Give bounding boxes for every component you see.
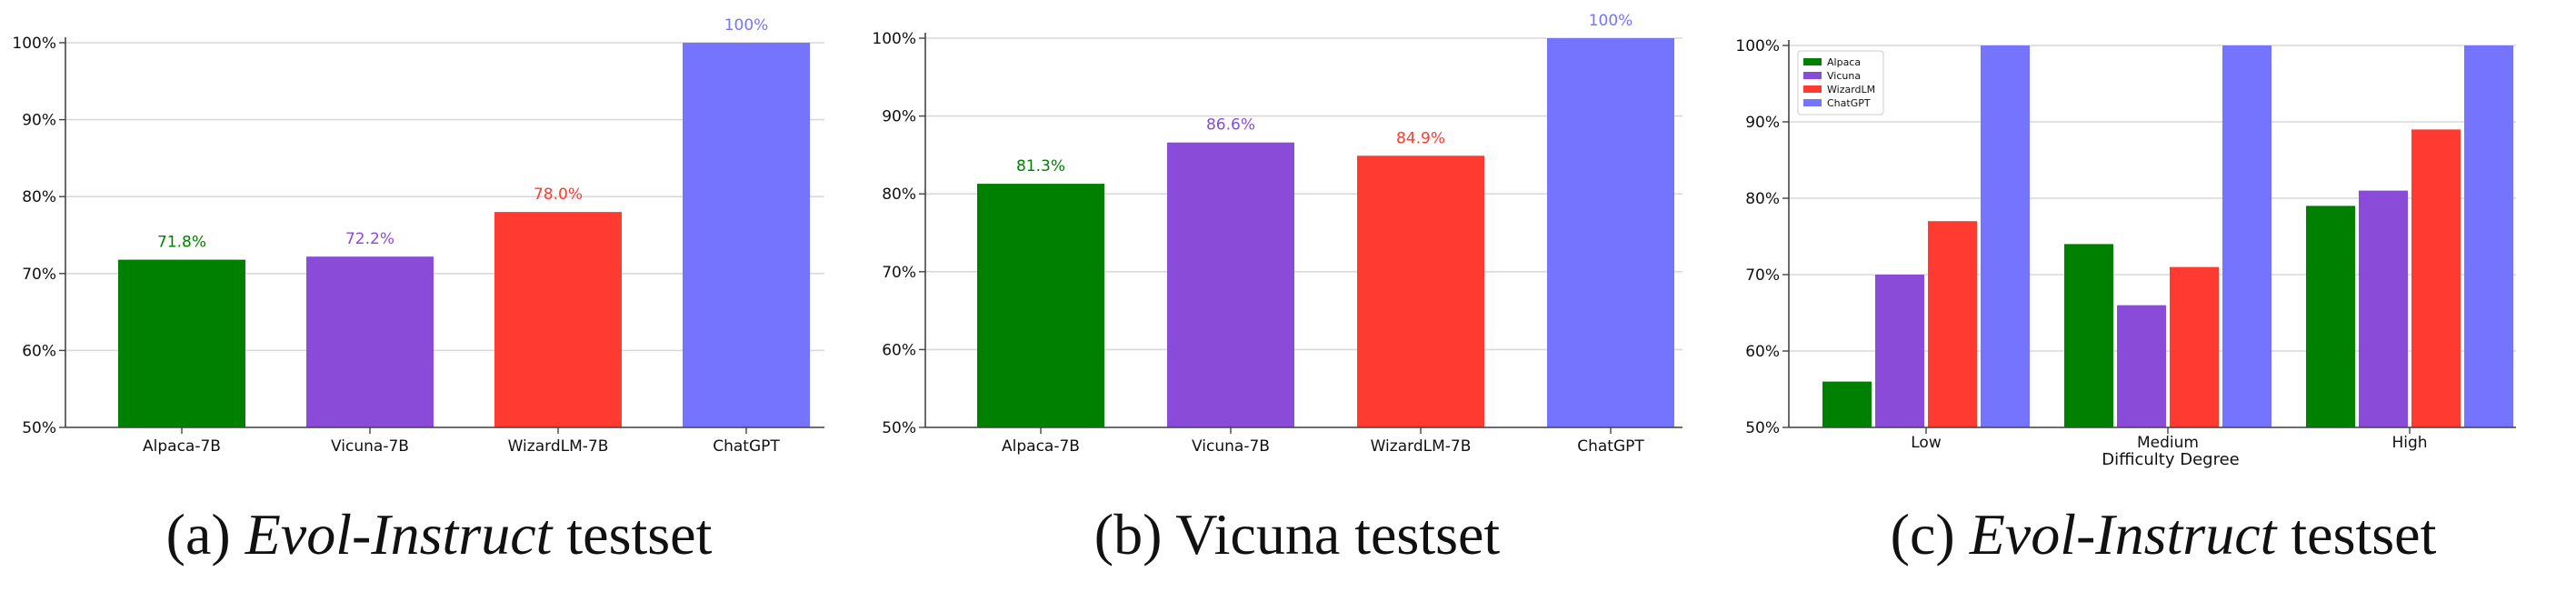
- y-tick-label: 60%: [1745, 343, 1780, 361]
- x-axis-label: Difficulty Degree: [2102, 450, 2240, 469]
- bar-wizardlm-7b: [494, 212, 622, 427]
- bar-value-label: 81.3%: [1016, 157, 1065, 176]
- bar-wizardlm-7b: [1357, 156, 1484, 428]
- chart-panel-2: 50% 60% 70% 80% 90% 100% Low Medium High Difficul…: [1735, 37, 2516, 469]
- bar-alpaca-7b: [118, 259, 245, 427]
- bar-vicuna-7b: [1167, 142, 1294, 428]
- x-tick-label: Low: [1911, 434, 1942, 452]
- y-tick-label: 50%: [1745, 419, 1780, 437]
- bar-value-label: 72.2%: [345, 230, 394, 248]
- x-tick-label: WizardLM-7B: [508, 437, 609, 456]
- legend-label: WizardLM: [1827, 84, 1875, 95]
- x-tick-label: High: [2391, 434, 2427, 452]
- y-tick-label: 90%: [882, 108, 916, 126]
- bar-wizardlm-medium: [2170, 266, 2219, 427]
- x-tick-label: Medium: [2137, 434, 2199, 452]
- y-tick-label: 70%: [1745, 266, 1780, 285]
- bar-value-label: 71.8%: [157, 234, 206, 252]
- bar-alpaca-7b: [977, 184, 1104, 427]
- legend-swatch-alpaca: [1803, 58, 1822, 65]
- y-tick-label: 80%: [882, 186, 916, 204]
- caption-a-suffix: testset: [552, 502, 713, 567]
- chart-panel-0: 50% 60% 70% 80% 90% 100% 71.8% Alpaca-7B 72.2% Vi…: [12, 16, 824, 456]
- x-tick-label: ChatGPT: [713, 437, 780, 456]
- chart-panel-1: 50% 60% 70% 80% 90% 100% 81.3% Alpaca-7B 86.6% Vi…: [872, 12, 1682, 456]
- y-tick-label: 100%: [12, 35, 56, 53]
- caption-c-prefix: (c): [1890, 502, 1970, 567]
- legend-swatch-wizardlm: [1803, 85, 1822, 93]
- legend-label: Vicuna: [1827, 70, 1861, 82]
- caption-c-suffix: testset: [2276, 502, 2437, 567]
- legend: Alpaca Vicuna WizardLM ChatGPT: [1797, 50, 1884, 115]
- bar-chatgpt-medium: [2222, 45, 2271, 427]
- caption-a: (a) Evol-Instruct testset: [166, 498, 713, 571]
- bar-alpaca-low: [1822, 381, 1872, 427]
- y-tick-label: 60%: [22, 342, 56, 360]
- caption-a-italic: Evol-Instruct: [245, 502, 553, 567]
- legend-swatch-chatgpt: [1803, 99, 1822, 106]
- caption-b: (b) Vicuna testset: [1094, 498, 1500, 571]
- x-tick-label: Alpaca-7B: [1002, 437, 1080, 456]
- legend-label: ChatGPT: [1827, 97, 1871, 109]
- y-tick-label: 70%: [882, 264, 916, 282]
- bar-vicuna-high: [2359, 190, 2408, 427]
- bar-chatgpt: [683, 43, 810, 427]
- bar-vicuna-low: [1875, 275, 1924, 427]
- x-tick-label: WizardLM-7B: [1371, 437, 1472, 456]
- bar-vicuna-medium: [2117, 305, 2166, 427]
- y-tick-label: 90%: [22, 112, 56, 130]
- y-tick-label: 50%: [22, 419, 56, 437]
- bar-value-label: 100%: [724, 16, 769, 35]
- x-tick-label: Vicuna-7B: [331, 437, 409, 456]
- y-tick-label: 100%: [872, 30, 916, 48]
- y-tick-label: 50%: [882, 419, 916, 437]
- caption-c: (c) Evol-Instruct testset: [1891, 498, 2437, 571]
- caption-c-italic: Evol-Instruct: [1969, 502, 2277, 567]
- x-tick-label: ChatGPT: [1577, 437, 1644, 456]
- bar-vicuna-7b: [306, 256, 434, 427]
- bar-wizardlm-high: [2411, 129, 2461, 427]
- y-tick-label: 70%: [22, 266, 56, 284]
- bar-chatgpt: [1547, 38, 1674, 427]
- y-tick-label: 100%: [1735, 37, 1780, 55]
- bar-chatgpt-high: [2464, 45, 2513, 427]
- y-tick-label: 80%: [1745, 190, 1780, 208]
- x-tick-label: Vicuna-7B: [1192, 437, 1270, 456]
- legend-box: [1797, 50, 1884, 115]
- y-tick-label: 80%: [22, 188, 56, 206]
- bar-alpaca-high: [2306, 206, 2355, 427]
- bar-alpaca-medium: [2064, 244, 2113, 427]
- caption-a-prefix: (a): [165, 502, 245, 567]
- y-tick-label: 60%: [882, 341, 916, 359]
- bar-value-label: 78.0%: [534, 186, 583, 204]
- bar-value-label: 100%: [1589, 12, 1633, 30]
- bar-chatgpt-low: [1981, 45, 2030, 427]
- caption-b-prefix: (b) Vicuna testset: [1093, 502, 1501, 567]
- bar-value-label: 86.6%: [1206, 116, 1255, 135]
- bar-value-label: 84.9%: [1396, 129, 1445, 147]
- legend-label: Alpaca: [1827, 56, 1861, 68]
- bar-wizardlm-low: [1928, 221, 1977, 427]
- y-tick-label: 90%: [1745, 114, 1780, 132]
- legend-swatch-vicuna: [1803, 72, 1822, 79]
- x-tick-label: Alpaca-7B: [143, 437, 221, 456]
